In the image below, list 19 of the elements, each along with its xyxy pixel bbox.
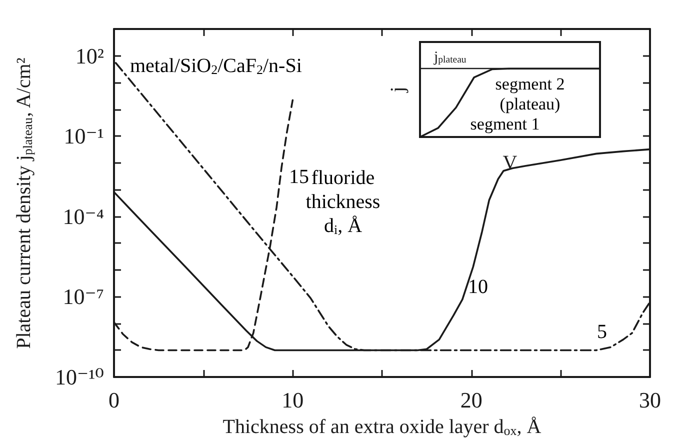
y-tick-label: 10⁻¹ [64,124,104,149]
x-tick-label: 30 [639,388,661,413]
x-tick-label: 10 [282,388,304,413]
y-tick-label: 10² [75,43,104,68]
x-axis-title: Thickness of an extra oxide layer dox, Å [222,416,542,438]
x-tick-label: 0 [108,388,120,413]
annotation: segment 2 (plateau) [495,74,565,114]
annotation: metal/SiO2/CaF2/n-Si [130,55,302,77]
y-axis-title: Plateau current density jplateau, A/cm² [13,58,35,349]
x-tick-label: 20 [460,388,482,413]
ref-line-label: jplateau [433,50,466,66]
y-axis-title: j [387,86,409,94]
y-tick-label: 10⁻⁷ [62,284,104,310]
annotation: 10 [468,276,488,298]
y-tick-label: 10⁻⁴ [62,204,104,229]
annotation: segment 1 [470,114,540,134]
annotation: 5 [597,321,607,343]
y-tick-label: 10⁻¹⁰ [54,364,104,390]
x-axis-title: V [502,152,518,174]
